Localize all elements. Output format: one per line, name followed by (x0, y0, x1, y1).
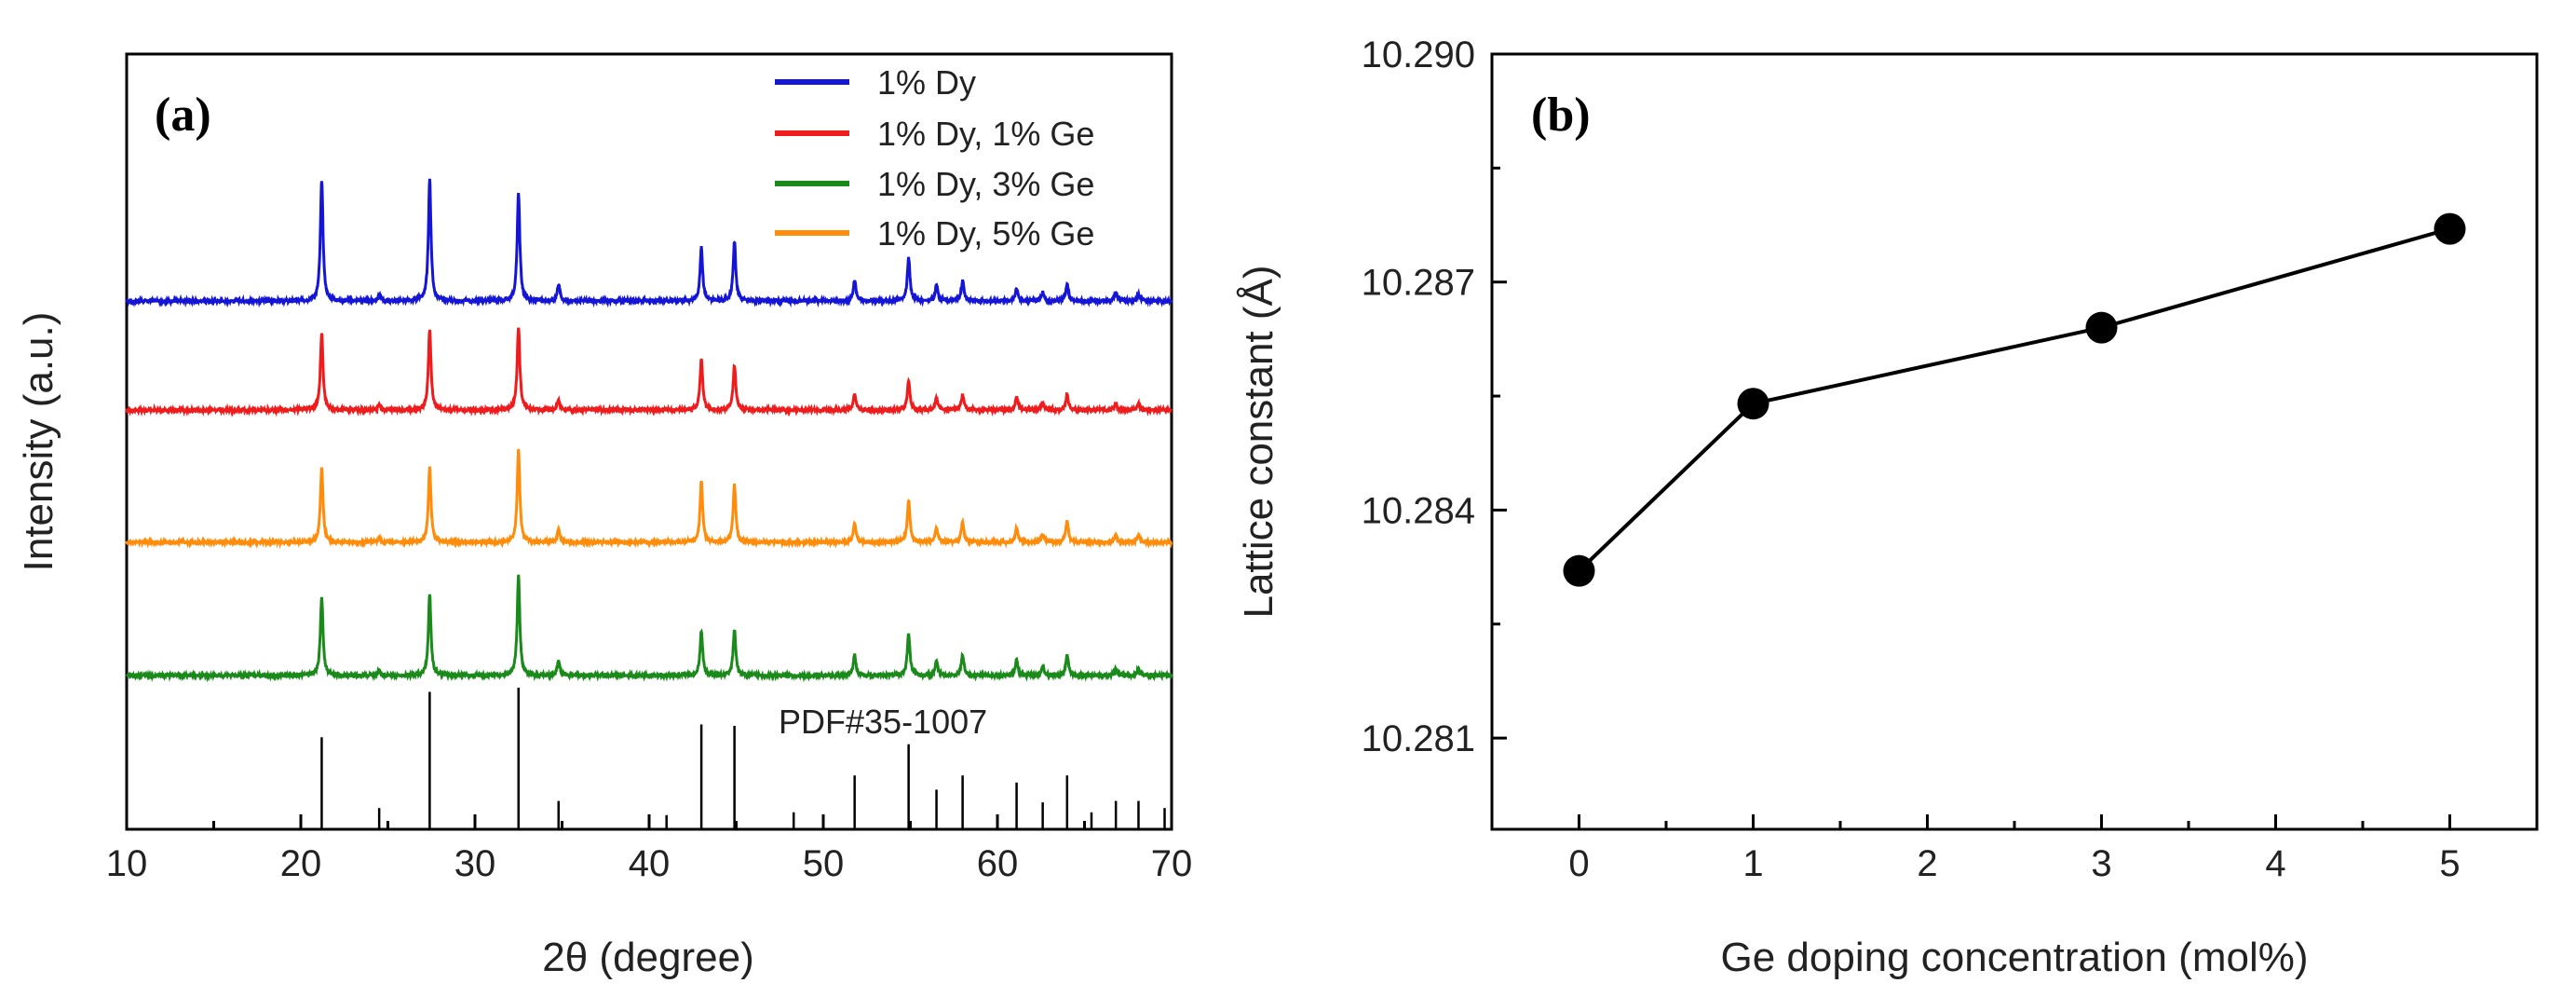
x-tick-label: 5 (2439, 843, 2460, 884)
x-tick-label: 2 (1917, 843, 1937, 884)
lattice-data-point (1737, 388, 1769, 420)
lattice-data-point (2085, 311, 2118, 344)
x-tick-label: 50 (803, 843, 845, 884)
x-tick-label: 1 (1742, 843, 1763, 884)
panel-b-series (1563, 212, 2466, 587)
panel-b-lattice-chart: 0 1 2 3 4 5 10.281 10.284 10.287 10.290 (b) Ge do… (1236, 34, 2539, 980)
y-tick-label: 10.290 (1362, 34, 1475, 75)
panel-b-plot-frame (1490, 52, 2539, 831)
xrd-curve-1pct-dy-5pct-ge (125, 448, 1173, 550)
x-tick-label: 40 (629, 843, 671, 884)
panel-a-y-axis-label: Intensity (a.u.) (16, 312, 61, 572)
panel-a-reference-pattern (320, 688, 1166, 829)
x-tick-label: 70 (1151, 843, 1193, 884)
x-tick-label: 10 (106, 843, 148, 884)
legend-label-1pct-dy-3pct-ge: 1% Dy, 3% Ge (877, 165, 1094, 203)
panel-b-ticks: 0 1 2 3 4 5 10.281 10.284 10.287 10.290 (1362, 34, 2539, 884)
x-tick-label: 0 (1568, 843, 1589, 884)
panel-b-x-axis-label: Ge doping concentration (mol%) (1721, 935, 2309, 980)
x-tick-label: 4 (2265, 843, 2285, 884)
panel-a-legend: 1% Dy 1% Dy, 1% Ge 1% Dy, 3% Ge 1% Dy, 5… (775, 63, 1094, 253)
lattice-series-line (1578, 226, 2451, 573)
xrd-curve-1pct-dy-3pct-ge (125, 574, 1173, 683)
legend-label-1pct-dy-1pct-ge: 1% Dy, 1% Ge (877, 115, 1094, 153)
panel-a-xrd-chart: 10 20 30 40 50 60 70 (a) 1% Dy 1% Dy, 1% Ge 1%… (16, 52, 1193, 980)
legend-label-1pct-dy-5pct-ge: 1% Dy, 5% Ge (877, 214, 1094, 253)
x-tick-label: 20 (280, 843, 322, 884)
y-tick-label: 10.281 (1362, 718, 1475, 759)
panel-a-diffraction-curves (125, 178, 1173, 683)
panel-a-label: (a) (155, 89, 211, 142)
lattice-data-point (2434, 212, 2466, 245)
y-tick-label: 10.287 (1362, 263, 1475, 304)
panel-a-x-ticks: 10 20 30 40 50 60 70 (106, 814, 1193, 884)
reference-label: PDF#35-1007 (779, 703, 987, 741)
xrd-curve-1pct-dy-1pct-ge (125, 327, 1173, 417)
panel-a-x-axis-label: 2θ (degree) (542, 935, 753, 980)
panel-b-y-axis-label: Lattice constant (Å) (1236, 265, 1281, 618)
x-tick-label: 3 (2091, 843, 2111, 884)
y-tick-label: 10.284 (1362, 490, 1475, 531)
legend-label-1pct-dy: 1% Dy (877, 63, 976, 102)
panel-b-label: (b) (1531, 89, 1591, 142)
x-tick-label: 60 (977, 843, 1019, 884)
lattice-data-point (1563, 554, 1595, 587)
x-tick-label: 30 (454, 843, 496, 884)
xrd-curve-1pct-dy (125, 178, 1173, 308)
